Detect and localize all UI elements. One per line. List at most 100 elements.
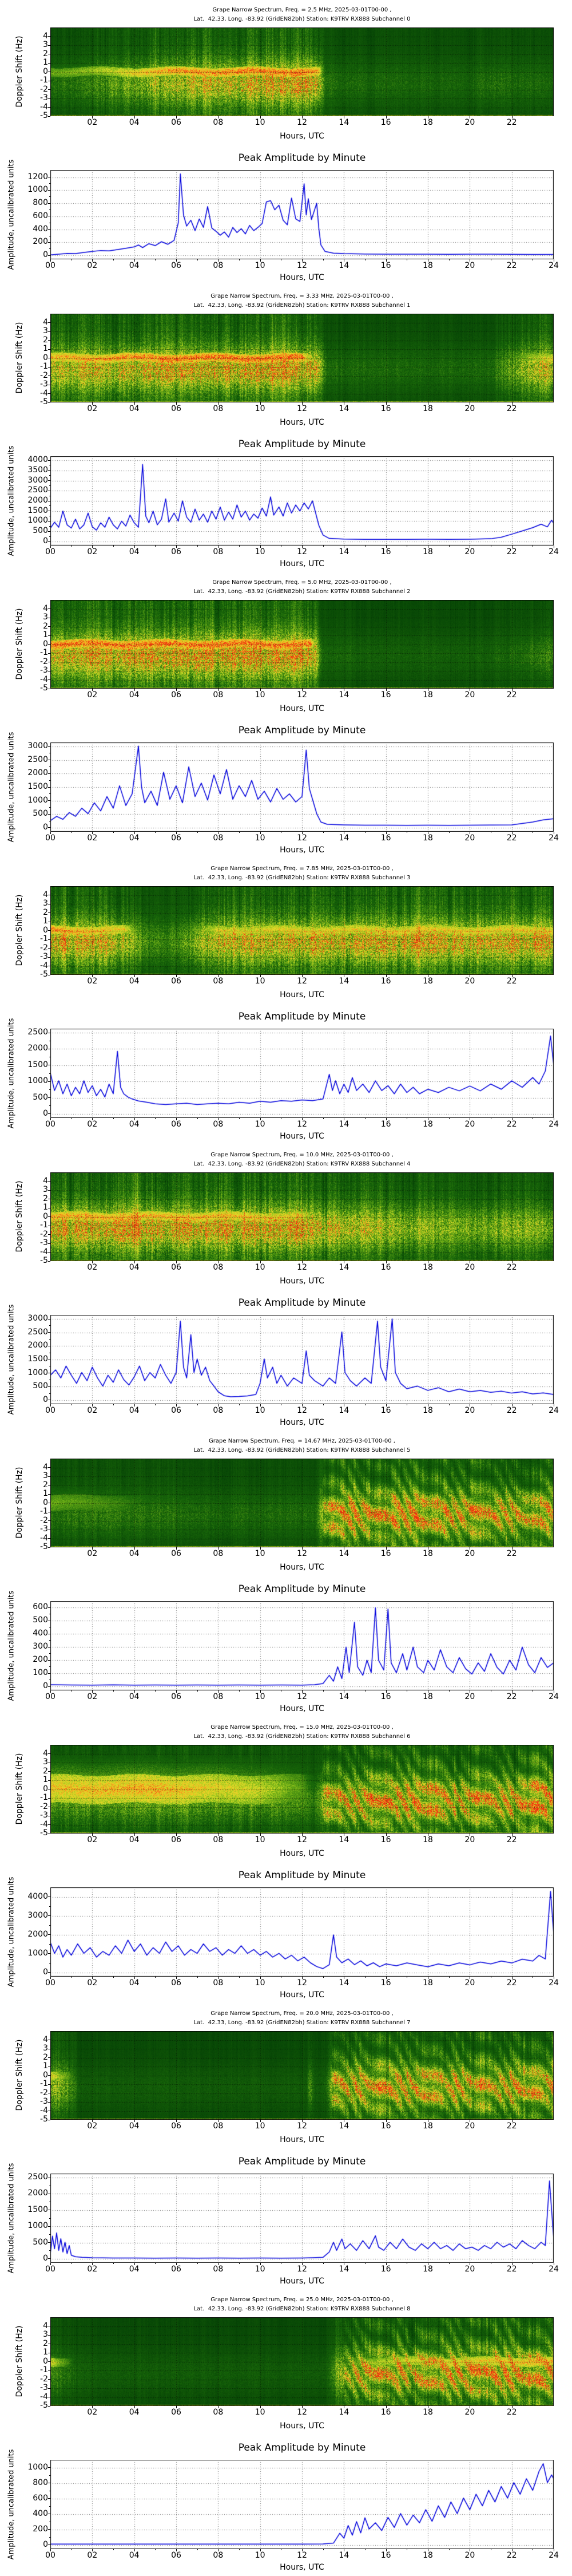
y-tick-mark [48,653,50,654]
y-tick-label: 4000 [27,1891,48,1901]
x-tick-label: 20 [464,1692,475,1701]
x-tick-label: 00 [45,547,55,556]
spectrogram-x-axis-label: Hours, UTC [280,2421,324,2431]
y-tick-label: 3000 [27,741,48,751]
y-tick-mark [48,957,50,958]
y-tick-label: 600 [33,211,48,220]
x-tick-mark [92,975,93,977]
y-tick-mark [48,800,50,801]
subchannel-panel: Grape Narrow Spectrum, Freq. = 20.0 MHz,… [0,2004,572,2290]
y-tick-mark [48,1234,50,1235]
x-minor-tick-mark [239,2263,240,2264]
y-tick-mark [48,1520,50,1521]
amplitude-x-axis-label: Hours, UTC [280,559,324,568]
x-tick-label: 02 [87,1692,98,1701]
x-tick-mark [134,1118,135,1120]
x-tick-mark [302,975,303,977]
y-tick-label: -5 [40,1256,48,1265]
x-tick-mark [92,402,93,405]
y-tick-label: -2 [40,2374,48,2384]
y-tick-label: 3500 [27,465,48,475]
x-minor-tick-mark [155,1404,156,1405]
spectrogram-title: Grape Narrow Spectrum, Freq. = 14.67 MHz… [209,1438,395,1444]
y-tick-label: -1 [40,2079,48,2088]
y-tick-label: -1 [40,934,48,943]
x-tick-label: 00 [45,2265,55,2274]
x-tick-label: 20 [464,833,475,843]
y-tick-label: -3 [40,93,48,102]
x-tick-mark [176,1547,177,1550]
x-tick-label: 18 [423,1835,433,1844]
y-tick-mark [48,2405,50,2407]
x-tick-mark [92,1404,93,1406]
x-tick-label: 22 [506,1549,517,1558]
x-tick-label: 04 [129,2265,140,2274]
x-tick-mark [218,1118,219,1120]
y-tick-mark [48,349,50,350]
x-tick-mark [134,2263,135,2265]
y-tick-mark [48,1243,50,1244]
x-tick-label: 18 [423,2121,433,2131]
x-tick-label: 16 [380,2551,391,2560]
y-tick-label: -2 [40,943,48,953]
x-tick-mark [218,259,219,262]
x-tick-label: 14 [339,1263,349,1272]
x-tick-label: 20 [464,2121,475,2131]
x-tick-label: 02 [87,547,98,556]
y-minor-tick-mark [49,2506,50,2507]
x-tick-label: 16 [380,1692,391,1701]
y-tick-label: -1 [40,362,48,371]
x-tick-label: 12 [297,1692,307,1701]
x-tick-label: 24 [549,1406,559,1415]
x-tick-mark [134,1404,135,1406]
x-tick-label: 24 [549,1692,559,1701]
y-tick-label: -5 [40,2115,48,2124]
x-tick-label: 16 [380,1263,391,1272]
y-tick-mark [48,773,50,774]
x-tick-label: 06 [171,1120,181,1129]
x-tick-label: 18 [423,1263,433,1272]
x-tick-mark [302,2263,303,2265]
x-tick-label: 10 [255,2408,265,2417]
x-tick-mark [511,1118,513,1120]
y-tick-mark [48,1386,50,1387]
spectrogram-title: Grape Narrow Spectrum, Freq. = 20.0 MHz,… [210,2010,394,2017]
x-tick-mark [386,402,387,405]
y-tick-label: -2 [40,1801,48,1811]
x-tick-label: 18 [423,690,433,700]
y-tick-mark [48,2242,50,2243]
y-tick-mark [48,242,50,243]
x-tick-mark [218,1547,219,1550]
y-tick-label: -4 [40,961,48,970]
x-tick-label: 08 [213,2265,224,2274]
x-tick-mark [260,1547,261,1550]
y-tick-mark [48,2075,50,2076]
y-tick-label: 600 [33,1602,48,1612]
x-tick-mark [386,1118,387,1120]
x-tick-mark [511,1690,513,1693]
y-tick-mark [48,470,50,471]
x-tick-label: 22 [506,547,517,556]
y-tick-mark [48,2084,50,2085]
x-tick-label: 16 [380,1549,391,1558]
x-tick-label: 16 [380,404,391,413]
x-tick-label: 14 [339,547,349,556]
x-minor-tick-mark [113,1977,114,1978]
x-tick-label: 12 [297,404,307,413]
x-tick-label: 10 [255,2121,265,2131]
x-tick-label: 04 [129,690,140,700]
x-tick-mark [386,116,387,118]
x-tick-label: 14 [339,690,349,700]
x-minor-tick-mark [197,1977,198,1978]
x-tick-label: 14 [339,1978,349,1988]
x-tick-label: 24 [549,1978,559,1988]
y-tick-label: 3 [43,613,48,622]
spectrogram-x-axis-label: Hours, UTC [280,704,324,713]
y-minor-tick-mark [49,1653,50,1654]
x-tick-label: 06 [171,2121,181,2131]
y-tick-label: 2000 [27,1341,48,1350]
subchannel-panel: Grape Narrow Spectrum, Freq. = 5.0 MHz, … [0,572,572,859]
x-tick-label: 12 [297,547,307,556]
x-tick-mark [302,259,303,262]
y-minor-tick-mark [49,196,50,197]
